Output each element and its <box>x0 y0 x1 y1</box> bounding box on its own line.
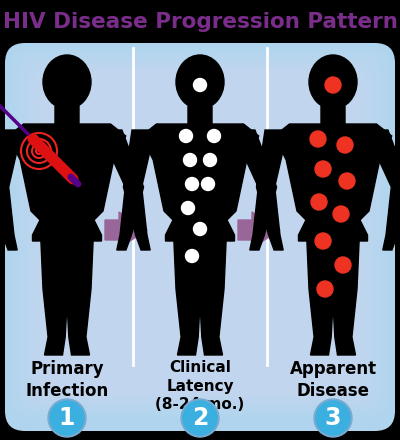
Polygon shape <box>141 106 259 241</box>
Circle shape <box>202 177 214 191</box>
Circle shape <box>50 401 84 435</box>
Circle shape <box>194 223 206 235</box>
Circle shape <box>315 161 331 177</box>
Ellipse shape <box>309 55 357 109</box>
Text: 1: 1 <box>59 406 75 430</box>
Text: Clinical
Latency
(8-24 mo.): Clinical Latency (8-24 mo.) <box>155 360 245 412</box>
Polygon shape <box>65 241 93 355</box>
Polygon shape <box>331 241 359 355</box>
Circle shape <box>183 401 217 435</box>
Circle shape <box>208 129 220 143</box>
Text: Primary
Infection: Primary Infection <box>25 360 109 400</box>
Circle shape <box>194 78 206 92</box>
FancyArrow shape <box>238 212 280 248</box>
Circle shape <box>184 154 196 166</box>
Polygon shape <box>232 130 276 250</box>
Circle shape <box>333 206 349 222</box>
Polygon shape <box>256 130 288 250</box>
Circle shape <box>180 129 192 143</box>
Circle shape <box>186 249 198 263</box>
Circle shape <box>314 399 352 437</box>
Polygon shape <box>174 241 202 355</box>
Polygon shape <box>124 130 155 250</box>
Polygon shape <box>307 241 335 355</box>
Text: HIV Disease Progression Pattern: HIV Disease Progression Pattern <box>2 12 398 32</box>
Circle shape <box>337 137 353 153</box>
Circle shape <box>204 154 216 166</box>
Circle shape <box>310 131 326 147</box>
FancyBboxPatch shape <box>5 43 395 431</box>
Circle shape <box>186 177 198 191</box>
Polygon shape <box>274 106 392 241</box>
Ellipse shape <box>176 55 224 109</box>
Polygon shape <box>99 130 144 250</box>
Ellipse shape <box>43 55 91 109</box>
Circle shape <box>317 281 333 297</box>
Text: Apparent
Disease: Apparent Disease <box>290 360 376 400</box>
Polygon shape <box>8 106 126 241</box>
Circle shape <box>335 257 351 273</box>
Circle shape <box>316 401 350 435</box>
Text: 3: 3 <box>325 406 341 430</box>
Circle shape <box>182 202 194 214</box>
Circle shape <box>311 194 327 210</box>
Text: 2: 2 <box>192 406 208 430</box>
Polygon shape <box>0 130 22 250</box>
Polygon shape <box>365 130 400 250</box>
Polygon shape <box>41 241 69 355</box>
Polygon shape <box>198 241 226 355</box>
Circle shape <box>48 399 86 437</box>
FancyArrow shape <box>105 212 147 248</box>
Circle shape <box>181 399 219 437</box>
Circle shape <box>325 77 341 93</box>
Circle shape <box>339 173 355 189</box>
Circle shape <box>315 233 331 249</box>
